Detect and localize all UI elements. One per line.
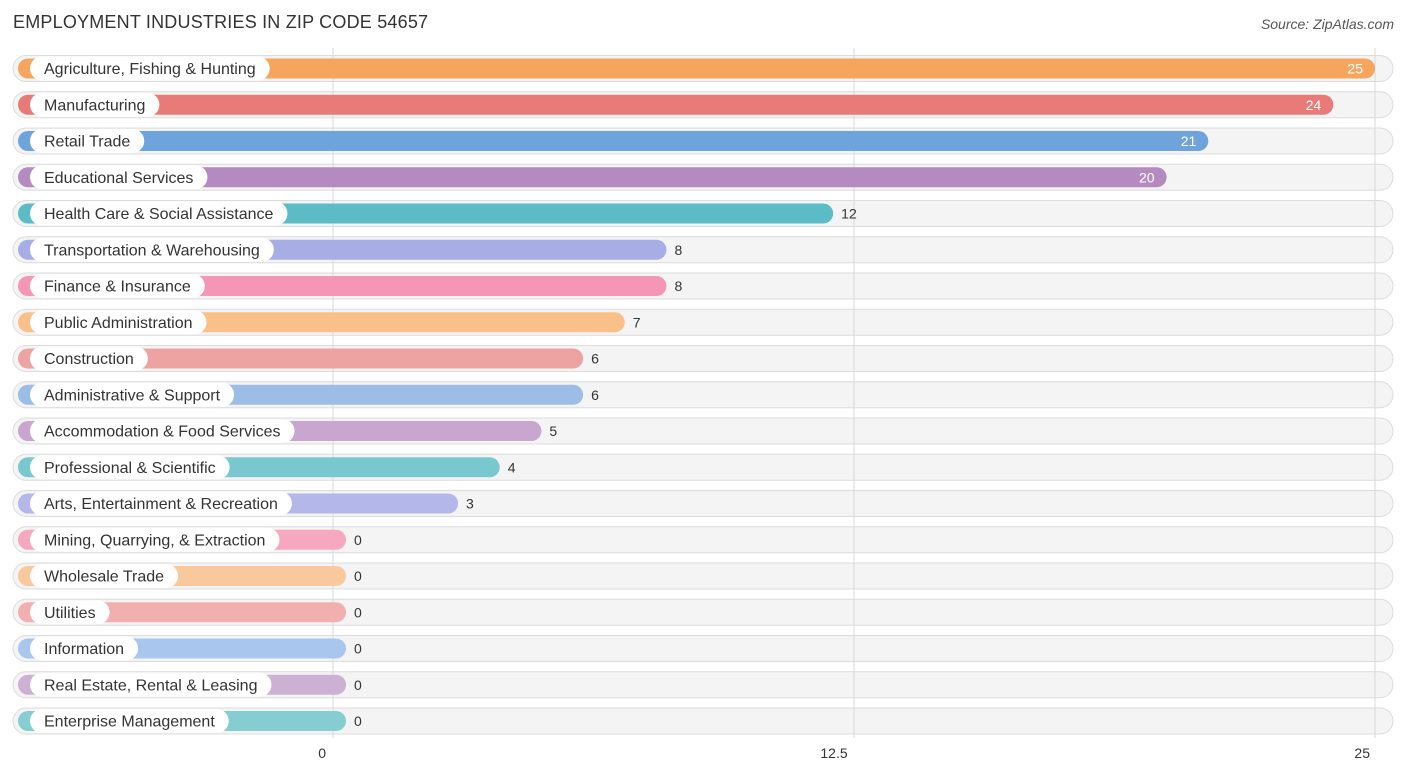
bar-group: Finance & Insurance 8 [18,274,682,298]
category-label: Construction [44,351,134,368]
value-label: 25 [1347,61,1363,77]
category-label: Professional & Scientific [44,460,216,477]
category-label-pill [30,201,288,226]
category-label-pill [30,600,110,625]
bar [18,131,1209,151]
value-label: 0 [354,532,362,548]
x-axis-ticks: 0 12.5 25 [318,745,1370,761]
bar-group: Professional & Scientific 4 [18,455,516,480]
category-label: Accommodation & Food Services [44,424,281,441]
category-label-pill [30,237,274,262]
chart-title: EMPLOYMENT INDUSTRIES IN ZIP CODE 54657 [13,12,429,32]
bar-group: Construction 6 [18,346,599,371]
category-label-pill [30,672,272,697]
value-label: 8 [674,242,682,258]
value-label: 21 [1181,133,1197,149]
value-label: 8 [674,278,682,294]
value-label: 6 [591,387,599,403]
value-label: 5 [549,423,557,439]
bar-group: Arts, Entertainment & Recreation 3 [18,491,474,516]
bar-group: Agriculture, Fishing & Hunting 25 [18,56,1375,81]
bar [18,58,1375,79]
bar-group: Information 0 [18,636,362,661]
category-label: Information [44,641,124,658]
category-label-pill [30,455,230,480]
bar-group: Wholesale Trade 0 [18,564,362,588]
bar-group: Health Care & Social Assistance 12 [18,201,857,226]
bars: Agriculture, Fishing & Hunting 25 Manufact… [18,56,1375,733]
category-label: Wholesale Trade [44,569,164,586]
row-background [12,598,1394,626]
value-label: 0 [354,568,362,584]
category-label: Agriculture, Fishing & Hunting [44,61,256,78]
category-label-pill [30,274,205,298]
category-label: Public Administration [44,315,193,332]
category-label-pill [30,129,145,153]
category-label: Manufacturing [44,97,145,114]
row-background [12,671,1394,699]
bar [18,348,584,369]
category-label: Retail Trade [44,134,130,151]
bar-group: Accommodation & Food Services 5 [18,419,557,443]
category-label-pill [30,382,235,407]
category-label-pill [30,92,160,117]
category-label: Utilities [44,605,96,622]
category-label-pill [30,165,208,190]
bar-group: Public Administration 7 [18,310,641,335]
row-background [12,707,1394,735]
value-label: 0 [354,604,362,620]
category-label-pill [30,527,280,552]
category-label: Educational Services [44,170,193,187]
category-label: Mining, Quarrying, & Extraction [44,532,265,549]
category-label-pill [30,564,179,588]
category-label-pill [30,56,270,81]
row-background [12,562,1394,590]
bar [18,94,1334,115]
category-label: Administrative & Support [44,387,221,404]
value-label: 24 [1306,97,1322,113]
x-tick-label: 25 [1354,745,1370,761]
value-label: 3 [466,496,474,512]
category-label-pill [30,709,229,733]
category-label-pill [30,346,148,371]
bar [18,167,1167,188]
value-label: 0 [354,713,362,729]
x-tick-label: 0 [318,745,326,761]
category-label: Health Care & Social Assistance [44,206,274,223]
bar-group: Utilities 0 [18,600,362,625]
category-label: Transportation & Warehousing [44,242,260,259]
category-label: Enterprise Management [44,714,215,731]
bar-group: Real Estate, Rental & Leasing 0 [18,672,362,697]
bar-group: Retail Trade 21 [18,129,1209,153]
category-label-pill [30,310,207,335]
row-background [12,526,1394,554]
chart-source: Source: ZipAtlas.com [1260,16,1394,32]
value-label: 6 [591,351,599,367]
category-label-pill [30,419,295,443]
bar-group: Educational Services 20 [18,165,1167,190]
value-label: 0 [354,677,362,693]
value-label: 12 [841,206,857,222]
category-label: Real Estate, Rental & Leasing [44,677,257,694]
value-label: 0 [354,641,362,657]
bar-group: Transportation & Warehousing 8 [18,237,682,262]
x-tick-label: 12.5 [820,745,847,761]
bar-group: Manufacturing 24 [18,92,1334,117]
category-label: Arts, Entertainment & Recreation [44,496,278,513]
bar-group: Administrative & Support 6 [18,382,599,407]
value-label: 4 [508,459,516,475]
category-label: Finance & Insurance [44,279,191,296]
value-label: 20 [1139,169,1155,185]
bar-group: Mining, Quarrying, & Extraction 0 [18,527,362,552]
row-background [12,635,1394,662]
bar-group: Enterprise Management 0 [18,709,362,733]
category-label-pill [30,491,292,516]
value-label: 7 [633,314,641,330]
category-label-pill [30,636,139,661]
